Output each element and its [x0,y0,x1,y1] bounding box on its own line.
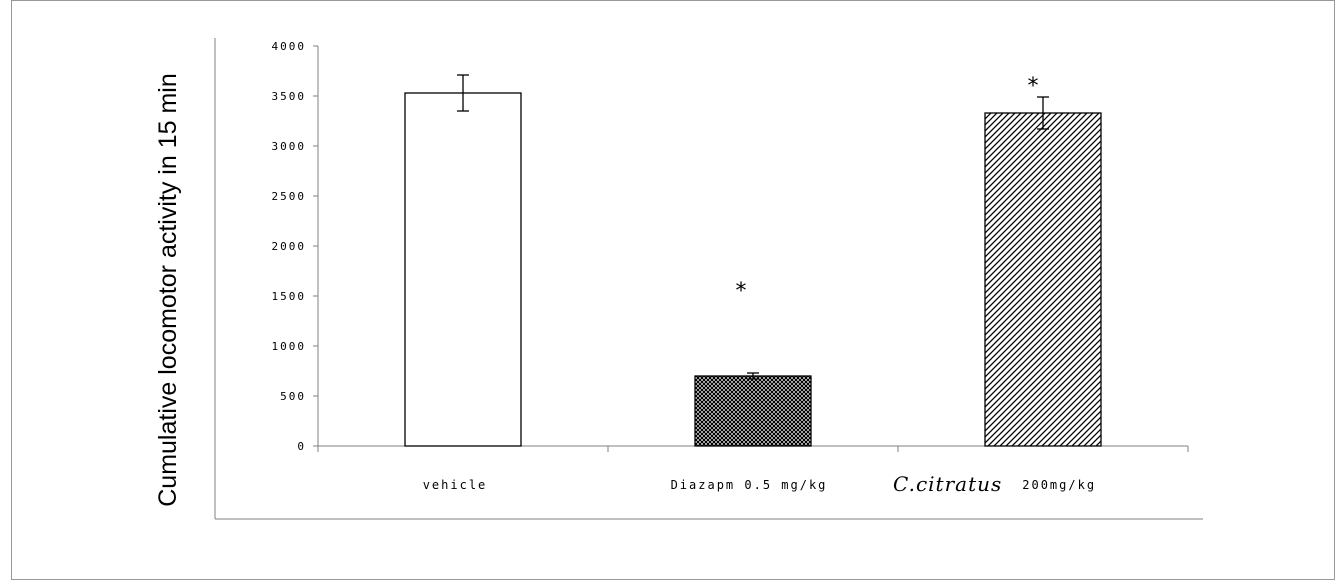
bar-1 [404,92,522,447]
figure-frame [11,0,1335,580]
y-ticks: 0 500 1000 1500 2000 2500 3000 3500 4000 [272,40,318,453]
significance-asterisk: * [1028,74,1039,99]
y-tick-label: 1500 [272,290,307,303]
bar-3 [984,112,1102,447]
plot-outer-box [214,38,1203,520]
bars [404,92,1102,447]
bar-2 [694,375,812,447]
error-bars [457,74,1049,380]
category-label-3: C.citratus 200mg/kg [893,472,1096,496]
significance-asterisk: * [736,279,747,304]
y-tick-label: 500 [280,390,306,403]
y-tick-label: 3000 [272,140,307,153]
x-category-labels: vehicle Diazapm 0.5 mg/kg C.citratus 200mg/… [423,472,1096,496]
category-label-1: vehicle [423,478,488,492]
y-tick-label: 4000 [272,40,307,53]
y-tick-label: 1000 [272,340,307,353]
y-tick-label: 2500 [272,190,307,203]
annotations: ** [736,74,1039,304]
species-name: C.citratus [893,472,1002,496]
category-label-2: Diazapm 0.5 mg/kg [671,478,828,492]
y-tick-label: 2000 [272,240,307,253]
dose-text: 200mg/kg [1022,478,1096,492]
y-axis-label: Cumulative locomotor activity in 15 min [154,73,182,507]
y-tick-label: 3500 [272,90,307,103]
y-tick-label: 0 [297,440,306,453]
